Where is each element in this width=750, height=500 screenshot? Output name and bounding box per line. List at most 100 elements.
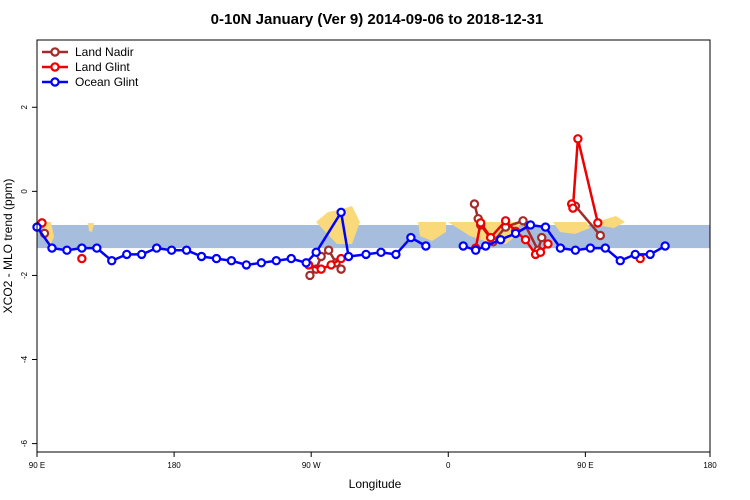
- y-tick-label: -6: [20, 439, 29, 447]
- data-point-ocean-glint: [122, 249, 132, 260]
- data-point-ocean-glint: [540, 222, 551, 232]
- x-tick-label: 0: [446, 461, 451, 470]
- ocean-band: [37, 224, 710, 249]
- x-axis: 90 E 180 90 W 0 90 E 180: [29, 452, 717, 470]
- data-point-ocean-glint: [136, 249, 147, 260]
- y-tick-label: -4: [20, 355, 29, 363]
- land-patch-south-america: [316, 206, 360, 244]
- plot-area: [32, 39, 711, 453]
- data-point-ocean-glint: [256, 258, 267, 268]
- data-point-ocean-glint: [391, 249, 401, 260]
- data-point-ocean-glint: [301, 258, 311, 268]
- data-point-ocean-glint: [196, 251, 207, 262]
- data-point-ocean-glint: [343, 251, 354, 262]
- data-point-land-glint: [485, 232, 496, 243]
- data-point-ocean-glint: [570, 245, 581, 255]
- data-point-ocean-glint: [555, 243, 566, 253]
- legend-label: Ocean Glint: [75, 75, 139, 89]
- data-point-ocean-glint: [271, 256, 281, 266]
- data-point-land-glint: [77, 253, 87, 264]
- data-point-land-nadir: [518, 216, 528, 226]
- data-point-ocean-glint: [77, 243, 87, 253]
- data-point-ocean-glint: [510, 228, 521, 239]
- data-point-ocean-glint: [92, 243, 102, 253]
- y-axis: 2 0 -2 -4 -6: [20, 104, 37, 447]
- legend-swatch-marker: [50, 62, 60, 72]
- data-point-ocean-glint: [47, 243, 57, 253]
- data-point-land-glint: [568, 203, 578, 213]
- legend-swatch-marker: [50, 47, 60, 57]
- data-point-ocean-glint: [585, 243, 596, 253]
- y-tick-label: 2: [20, 104, 29, 109]
- data-point-ocean-glint: [181, 245, 192, 255]
- chart-title: 0-10N January (Ver 9) 2014-09-06 to 2018…: [211, 11, 544, 28]
- data-point-ocean-glint: [645, 249, 655, 260]
- data-point-ocean-glint: [376, 247, 386, 258]
- land-patch-southeast-asia: [553, 222, 590, 234]
- land-masses: [44, 206, 625, 246]
- data-point-land-nadir: [323, 245, 334, 255]
- data-point-land-glint: [535, 247, 546, 258]
- data-point-ocean-glint: [107, 256, 117, 266]
- data-point-ocean-glint: [62, 245, 72, 255]
- y-tick-label: -2: [20, 271, 29, 279]
- data-point-land-glint: [573, 134, 583, 144]
- data-point-land-nadir: [537, 232, 547, 243]
- legend-swatch-marker: [50, 77, 60, 87]
- data-point-ocean-glint: [151, 243, 162, 253]
- land-patch-indonesia: [596, 216, 625, 228]
- x-axis-label: Longitude: [349, 477, 402, 491]
- data-point-land-glint: [500, 216, 511, 226]
- series-group: [32, 134, 670, 281]
- data-point-ocean-glint: [336, 207, 346, 218]
- y-tick-label: 0: [20, 189, 29, 194]
- x-tick-label: 90 E: [577, 461, 593, 470]
- data-point-ocean-glint: [458, 241, 468, 251]
- data-point-ocean-glint: [615, 256, 625, 266]
- data-point-land-nadir: [336, 264, 346, 274]
- data-point-ocean-glint: [660, 241, 670, 251]
- legend-label: Land Glint: [75, 60, 130, 74]
- data-point-land-nadir: [305, 270, 315, 281]
- data-point-land-glint: [336, 253, 346, 264]
- data-point-ocean-glint: [470, 245, 481, 255]
- data-point-ocean-glint: [525, 220, 536, 230]
- data-point-ocean-glint: [406, 232, 416, 243]
- x-tick-label: 90 W: [302, 461, 321, 470]
- data-point-ocean-glint: [495, 234, 506, 245]
- data-point-ocean-glint: [286, 253, 296, 264]
- y-axis-label: XCO2 - MLO trend (ppm): [1, 179, 15, 314]
- legend-item-land-nadir: Land Nadir: [42, 45, 134, 59]
- data-point-ocean-glint: [211, 253, 222, 264]
- land-patch-west-africa: [418, 222, 446, 241]
- data-point-land-glint: [593, 218, 603, 228]
- legend-label: Land Nadir: [75, 45, 134, 59]
- data-point-land-nadir: [469, 199, 480, 209]
- data-point-land-glint: [326, 260, 336, 270]
- data-point-land-glint: [316, 264, 326, 274]
- x-tick-label: 180: [703, 461, 717, 470]
- data-point-ocean-glint: [480, 241, 491, 251]
- data-point-land-glint: [520, 234, 531, 245]
- data-point-ocean-glint: [600, 243, 611, 253]
- data-point-ocean-glint: [166, 245, 177, 255]
- legend-item-ocean-glint: Ocean Glint: [42, 75, 139, 89]
- series-ocean-glint: [32, 207, 670, 270]
- data-point-ocean-glint: [241, 260, 252, 270]
- legend-item-land-glint: Land Glint: [42, 60, 130, 74]
- land-patch-africa-east: [88, 223, 94, 232]
- plot-frame: [36, 39, 711, 453]
- data-point-land-glint: [543, 239, 553, 249]
- data-point-ocean-glint: [311, 247, 321, 258]
- data-point-land-glint: [475, 218, 486, 228]
- data-point-ocean-glint: [226, 256, 237, 266]
- x-tick-label: 90 E: [29, 461, 45, 470]
- data-point-ocean-glint: [630, 249, 640, 260]
- series-line-land-glint: [308, 257, 342, 271]
- data-point-ocean-glint: [361, 249, 371, 260]
- series-line-land-nadir: [574, 205, 602, 237]
- data-point-land-nadir: [595, 230, 606, 241]
- data-point-ocean-glint: [421, 241, 431, 251]
